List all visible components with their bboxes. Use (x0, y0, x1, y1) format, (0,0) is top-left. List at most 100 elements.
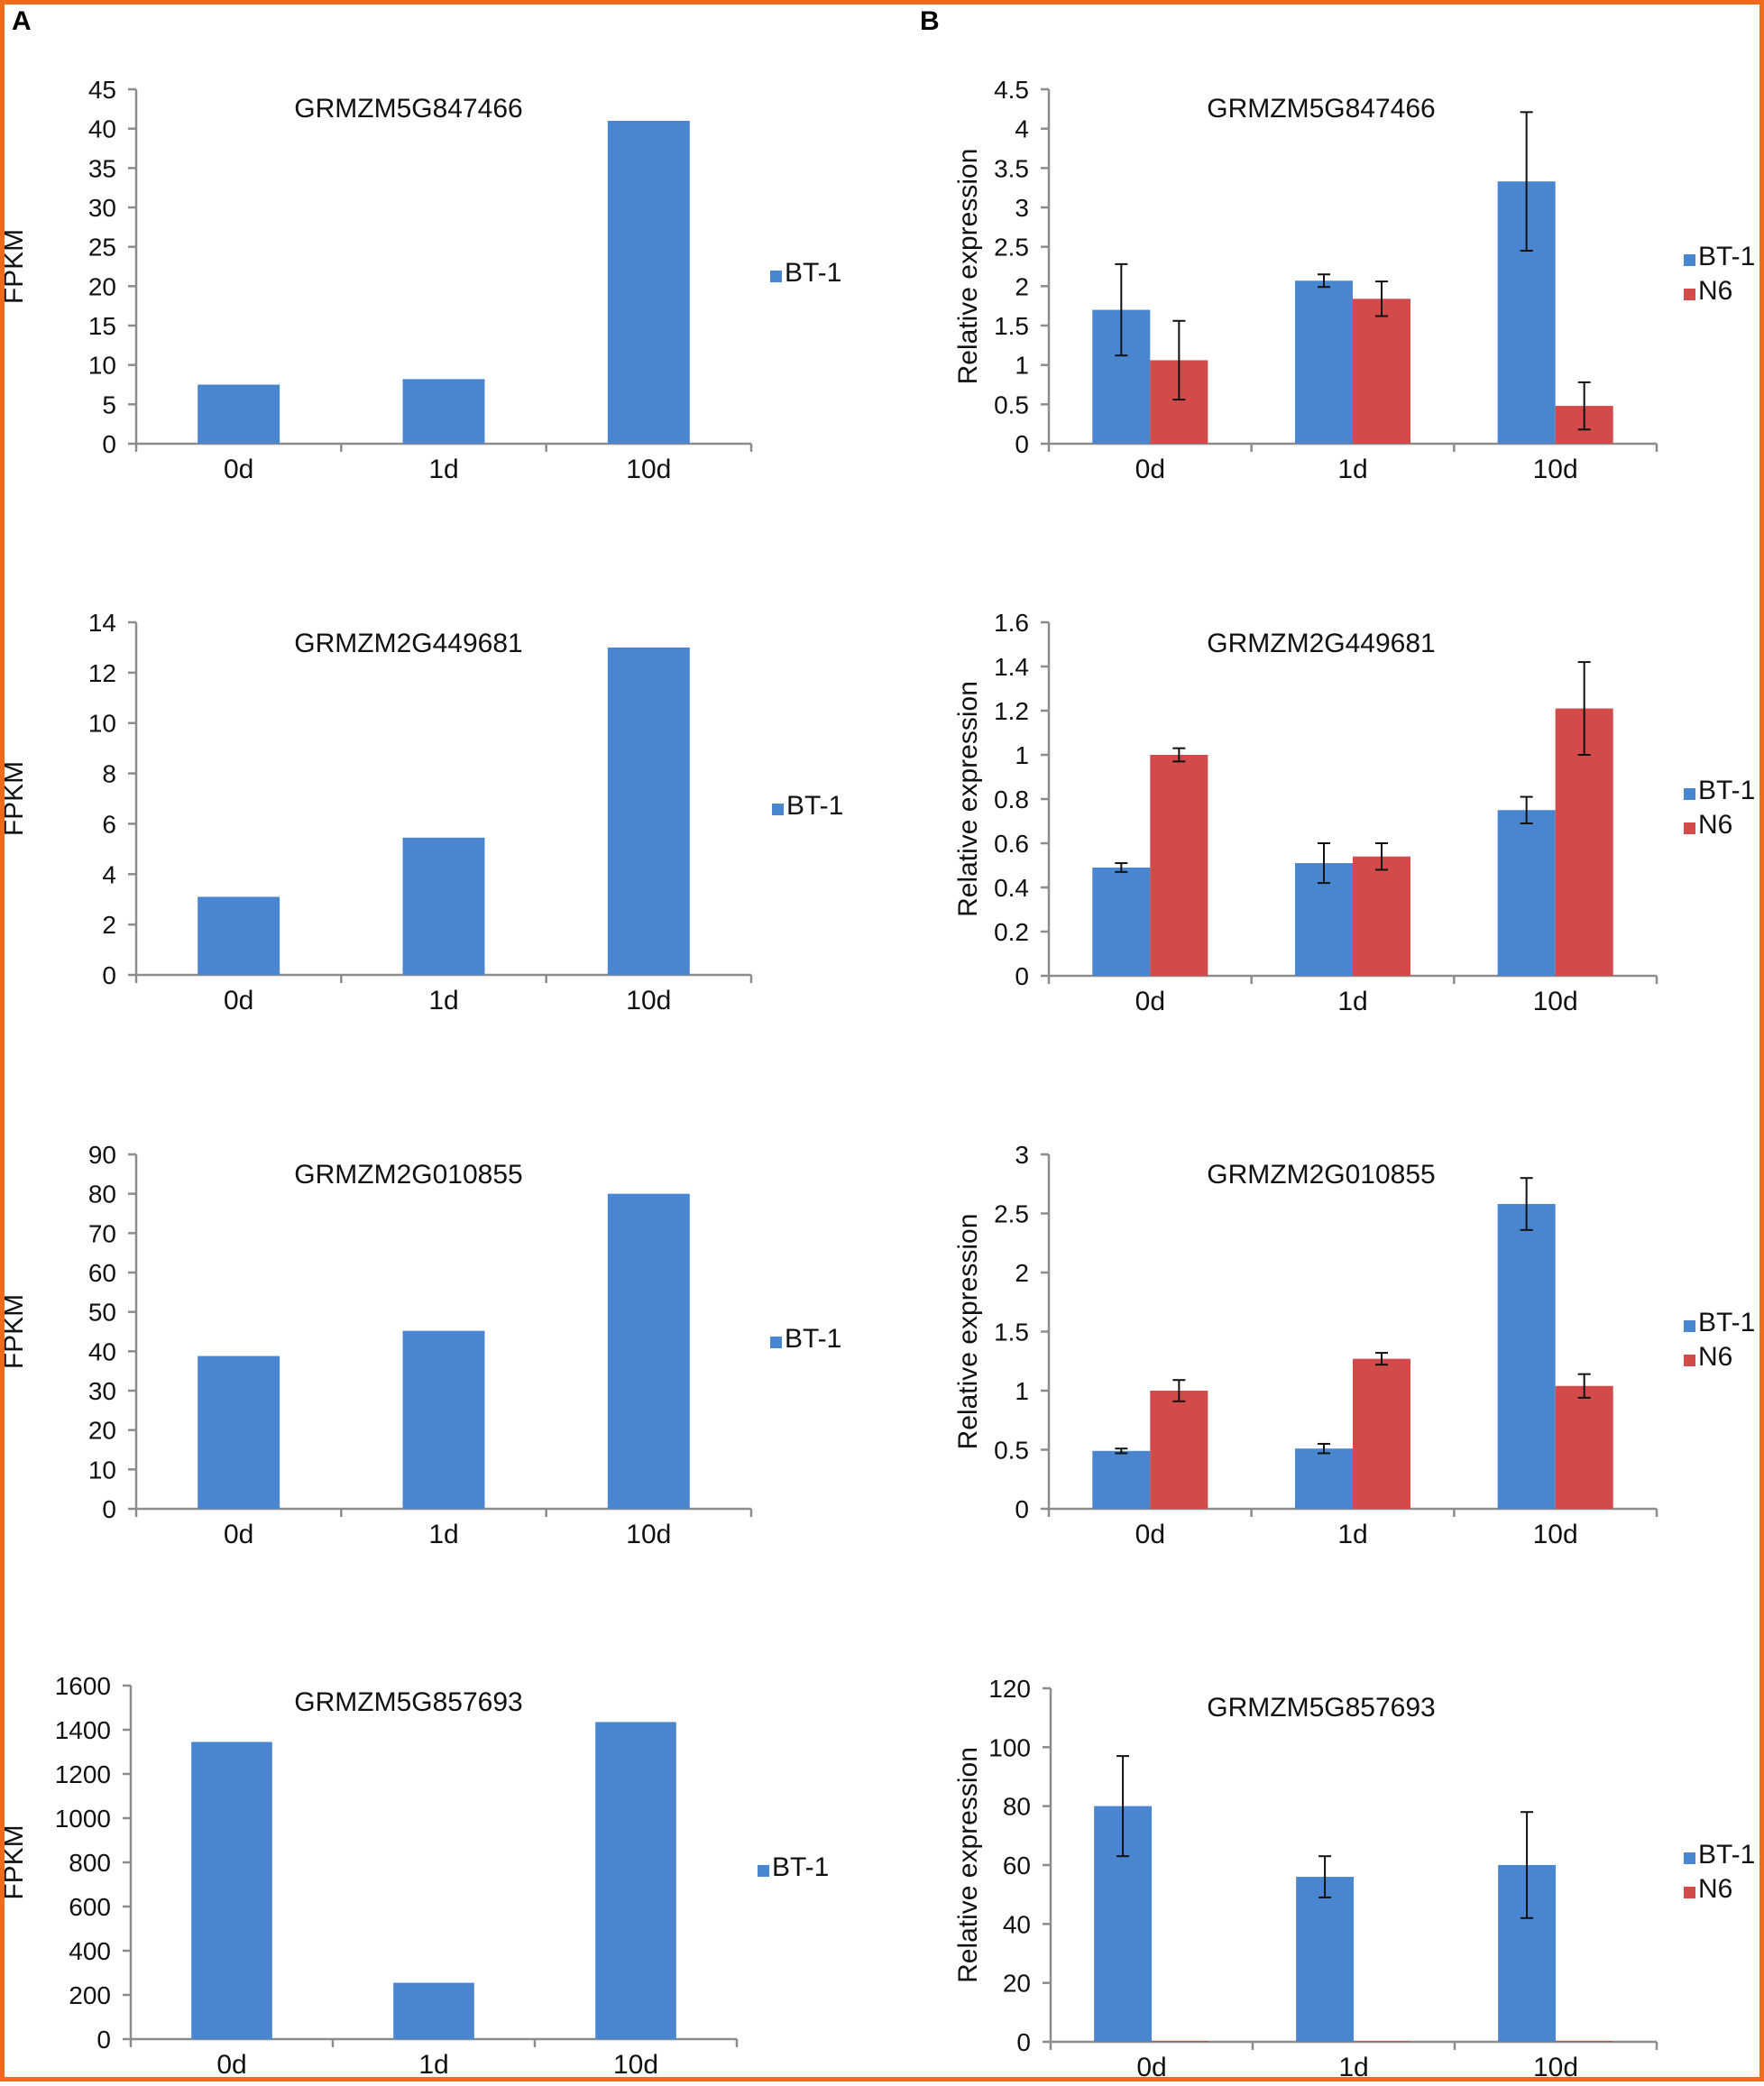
y-tick-label: 1600 (55, 1672, 111, 1700)
y-tick-label: 1 (1015, 1377, 1029, 1405)
chart-title: GRMZM5G857693 (1207, 1693, 1435, 1723)
legend-label: BT-1 (786, 791, 843, 821)
y-tick-label: 0.6 (994, 830, 1029, 858)
y-tick-label: 4.5 (994, 76, 1029, 104)
bar-bt-1 (607, 647, 690, 975)
bar-bt-1 (1296, 1877, 1354, 2042)
y-tick-label: 50 (88, 1299, 116, 1327)
y-tick-label: 6 (102, 810, 116, 838)
bar-n6 (1354, 2041, 1411, 2042)
y-tick-label: 0 (1015, 962, 1029, 990)
y-tick-label: 0 (96, 2026, 111, 2054)
y-tick-label: 20 (1003, 1970, 1031, 1998)
y-tick-label: 40 (88, 1337, 116, 1365)
y-tick-label: 1 (1015, 741, 1029, 769)
y-tick-label: 30 (88, 1377, 116, 1405)
y-axis-label: Relative expression (953, 681, 983, 917)
y-tick-label: 0 (1015, 1495, 1029, 1523)
y-tick-label: 3 (1015, 1141, 1029, 1169)
y-tick-label: 2.5 (994, 234, 1029, 262)
chart-title: GRMZM5G847466 (294, 94, 522, 124)
x-tick-label: 10d (1533, 455, 1578, 484)
y-tick-label: 600 (69, 1893, 111, 1921)
y-axis-label: FPKM (5, 229, 29, 304)
chart-b2: GRMZM2G449681 0 0.2 0.4 0.6 0.8 1 1.2 1.4 1.6 0d 1d… (953, 609, 1755, 1016)
y-tick-label: 10 (88, 1456, 116, 1484)
bar-bt-1 (198, 896, 280, 975)
y-tick-label: 60 (88, 1259, 116, 1287)
chart-title: GRMZM2G449681 (1207, 629, 1435, 658)
x-tick-label: 1d (1338, 2053, 1368, 2082)
y-tick-label: 25 (88, 234, 116, 262)
legend-label: BT-1 (1698, 242, 1755, 271)
x-tick-label: 10d (1533, 1520, 1578, 1549)
y-tick-label: 60 (1003, 1852, 1031, 1879)
y-tick-label: 3 (1015, 194, 1029, 222)
legend-swatch-n6 (1684, 1887, 1695, 1898)
y-tick-label: 0.5 (994, 1437, 1029, 1465)
chart-title: GRMZM2G010855 (294, 1160, 522, 1190)
x-tick-label: 1d (428, 986, 458, 1015)
legend-label: BT-1 (1698, 1840, 1755, 1870)
panel-label-b: B (920, 6, 940, 36)
y-tick-label: 800 (69, 1849, 111, 1877)
chart-title: GRMZM2G010855 (1207, 1160, 1435, 1190)
bar-bt-1 (1294, 280, 1353, 444)
x-tick-label: 0d (224, 1520, 253, 1549)
legend-label: BT-1 (785, 258, 841, 288)
bar-bt-1 (607, 1193, 690, 1509)
legend-label: N6 (1698, 276, 1732, 306)
legend-swatch-n6 (1684, 1355, 1695, 1366)
y-axis-label: Relative expression (953, 1214, 983, 1450)
y-axis-label: FPKM (5, 1294, 29, 1369)
y-tick-label: 5 (102, 391, 116, 418)
legend-label: N6 (1698, 1342, 1732, 1372)
y-tick-label: 10 (88, 710, 116, 738)
bar-n6 (1152, 2041, 1209, 2042)
bar-bt-1 (393, 1982, 474, 2039)
legend-label: BT-1 (785, 1324, 841, 1354)
legend-swatch-bt-1 (758, 1865, 769, 1877)
bar-n6 (1353, 1358, 1411, 1509)
legend-swatch-n6 (1684, 822, 1695, 834)
legend-swatch-bt-1 (770, 1337, 782, 1348)
legend-swatch-bt-1 (772, 804, 784, 815)
x-tick-label: 1d (428, 455, 458, 484)
y-tick-label: 1 (1015, 352, 1029, 380)
panel-label-a: A (12, 6, 32, 36)
chart-b4: GRMZM5G857693 0 20 40 60 80 100 120 0d 1d 10d Relat… (953, 1675, 1755, 2082)
bar-bt-1 (595, 1722, 676, 2039)
bar-bt-1 (1497, 1204, 1556, 1509)
chart-title: GRMZM2G449681 (294, 629, 522, 658)
y-tick-label: 40 (1003, 1910, 1031, 1938)
bar-n6 (1353, 856, 1411, 976)
chart-a2: GRMZM2G449681 0 2 4 6 8 10 12 14 0d 1d 10d FPKM BT-1 (5, 609, 843, 1015)
y-tick-label: 0 (102, 430, 116, 458)
bar-bt-1 (1092, 867, 1151, 976)
bar-n6 (1150, 1391, 1208, 1509)
y-tick-label: 1.4 (994, 653, 1029, 681)
y-tick-label: 2 (1015, 1259, 1029, 1287)
y-tick-label: 3.5 (994, 154, 1029, 182)
y-tick-label: 0 (102, 961, 116, 989)
bar-bt-1 (1497, 810, 1556, 976)
y-tick-label: 1.5 (994, 312, 1029, 340)
y-tick-label: 12 (88, 659, 116, 687)
y-tick-label: 0 (1015, 430, 1029, 458)
x-tick-label: 0d (1135, 455, 1165, 484)
y-tick-label: 200 (69, 1981, 111, 2009)
y-tick-label: 80 (1003, 1793, 1031, 1821)
x-tick-label: 1d (418, 2050, 448, 2080)
y-tick-label: 0.4 (994, 874, 1029, 902)
legend-swatch-bt-1 (1684, 1320, 1695, 1332)
x-tick-label: 1d (1337, 987, 1367, 1016)
y-tick-label: 1.2 (994, 697, 1029, 725)
x-tick-label: 0d (224, 986, 253, 1015)
y-tick-label: 0.8 (994, 786, 1029, 813)
x-tick-label: 10d (1533, 987, 1578, 1016)
bar-n6 (1555, 1385, 1613, 1509)
x-tick-label: 10d (1533, 2053, 1578, 2082)
x-tick-label: 0d (224, 455, 253, 484)
bar-bt-1 (402, 379, 485, 444)
